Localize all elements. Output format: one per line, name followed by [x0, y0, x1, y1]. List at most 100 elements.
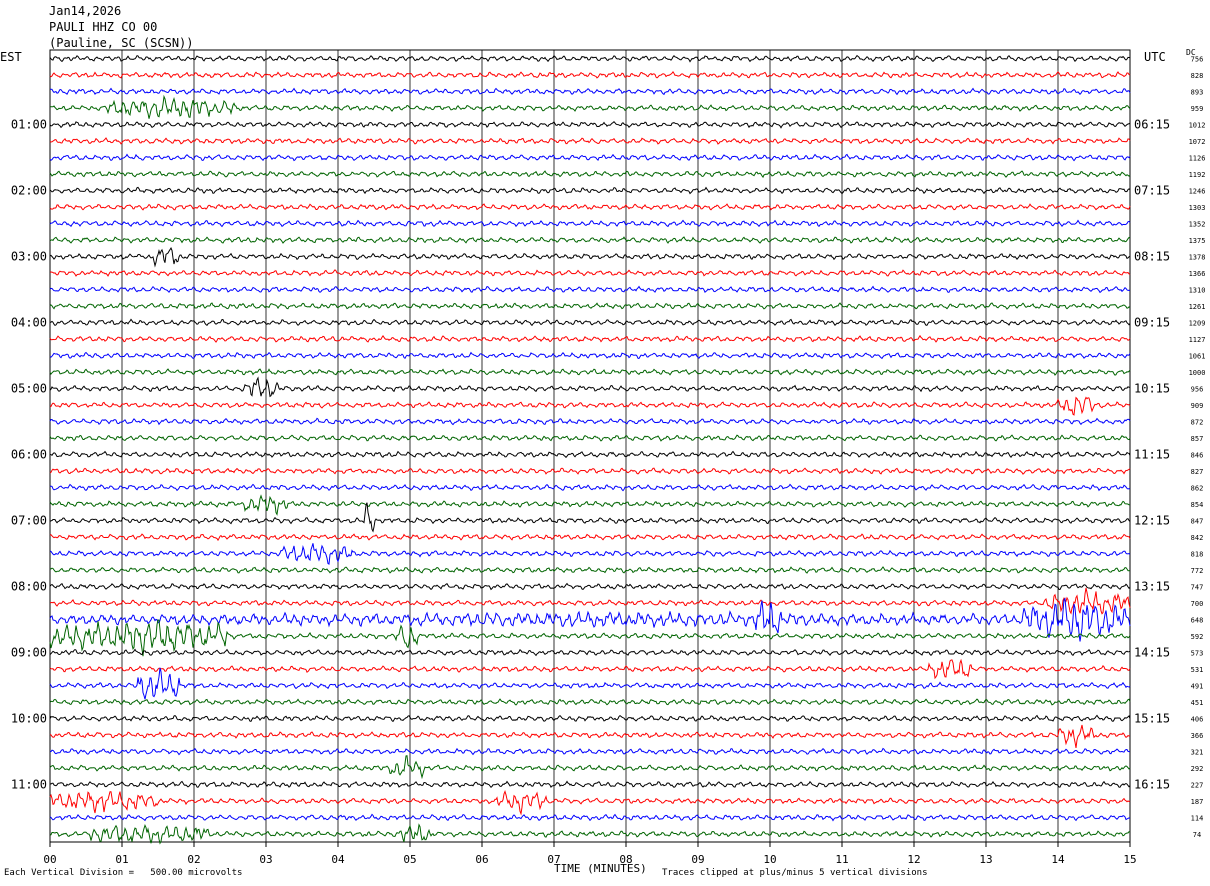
trace-row-47 [49, 823, 1131, 845]
trace-row-7 [49, 170, 1131, 179]
trace-row-30 [49, 543, 1131, 565]
trace-row-41 [49, 724, 1130, 748]
plot-frame [49, 49, 1131, 843]
trace-row-39 [49, 698, 1131, 706]
trace-row-42 [49, 747, 1131, 756]
trace-row-12 [49, 247, 1131, 268]
trace-row-28 [49, 502, 1131, 533]
x-axis-label: TIME (MINUTES) [554, 862, 647, 875]
utc-hour-label: 06:15 [1134, 118, 1170, 132]
dc-offset-label: 847 [1191, 518, 1204, 526]
dc-offset-label: 1000 [1189, 369, 1206, 377]
trace-row-26 [49, 483, 1131, 492]
trace-row-3 [49, 94, 1131, 119]
trace-row-35 [49, 619, 1131, 657]
x-tick-label: 03 [259, 853, 272, 866]
est-hour-label: 02:00 [11, 184, 47, 198]
trace-row-18 [49, 351, 1131, 360]
x-tick-label: 07 [547, 853, 560, 866]
x-tick-label: 04 [331, 853, 345, 866]
dc-offset-label: 756 [1191, 56, 1204, 64]
dc-offset-label: 893 [1191, 89, 1204, 97]
dc-offset-label: 1375 [1189, 237, 1206, 245]
est-hour-label: 11:00 [11, 778, 47, 792]
x-tick-label: 06 [475, 853, 488, 866]
trace-row-27 [49, 494, 1131, 516]
trace-row-9 [49, 203, 1131, 211]
x-tick-label: 14 [1051, 853, 1065, 866]
dc-offset-label: 1072 [1189, 138, 1206, 146]
dc-offset-label: 827 [1191, 468, 1204, 476]
trace-row-46 [49, 813, 1131, 822]
utc-hour-label: 11:15 [1134, 448, 1170, 462]
est-hour-label: 06:00 [11, 448, 47, 462]
trace-row-2 [49, 87, 1131, 96]
dc-offset-label: 227 [1191, 782, 1204, 790]
dc-offset-label: 573 [1191, 650, 1204, 658]
est-hour-label: 01:00 [11, 118, 47, 132]
dc-offset-label: 818 [1191, 551, 1204, 559]
dc-offset-label: 592 [1191, 633, 1204, 641]
trace-row-16 [50, 318, 1131, 327]
trace-row-22 [49, 417, 1131, 426]
x-tick-label: 10 [763, 853, 776, 866]
utc-hour-label: 10:15 [1134, 382, 1170, 396]
clip-note: Traces clipped at plus/minus 5 vertical … [662, 868, 928, 878]
station-location: (Pauline, SC (SCSN)) [49, 36, 194, 50]
x-tick-label: 11 [835, 853, 848, 866]
dc-offset-label: 1246 [1189, 188, 1206, 196]
left-timezone-label: EST [0, 50, 22, 64]
dc-offset-label: 700 [1191, 600, 1204, 608]
x-tick-label: 09 [691, 853, 704, 866]
dc-offset-header: DC [1186, 48, 1196, 57]
trace-row-10 [49, 219, 1131, 228]
trace-row-40 [49, 714, 1131, 723]
trace-row-31 [49, 566, 1131, 574]
trace-row-43 [49, 755, 1131, 780]
trace-row-32 [49, 582, 1131, 591]
trace-row-20 [49, 376, 1131, 398]
dc-offset-label: 959 [1191, 105, 1204, 113]
utc-hour-label: 13:15 [1134, 580, 1170, 594]
dc-offset-label: 1126 [1189, 155, 1206, 163]
plot-date: Jan14,2026 [49, 4, 122, 18]
est-hour-label: 03:00 [11, 250, 47, 264]
est-hour-label: 09:00 [11, 646, 47, 660]
est-hour-label: 07:00 [11, 514, 47, 528]
dc-offset-label: 1061 [1189, 353, 1206, 361]
trace-row-1 [49, 71, 1131, 79]
trace-row-11 [49, 236, 1131, 244]
utc-hour-label: 15:15 [1134, 712, 1170, 726]
trace-row-29 [49, 533, 1131, 542]
dc-offset-label: 1012 [1189, 122, 1206, 130]
dc-offset-label: 846 [1191, 452, 1204, 460]
trace-row-33 [49, 587, 1131, 615]
trace-row-8 [49, 186, 1131, 195]
trace-row-44 [49, 780, 1131, 789]
trace-row-0 [49, 54, 1131, 63]
trace-row-45 [49, 789, 1131, 816]
utc-hour-label: 07:15 [1134, 184, 1170, 198]
scale-note: Each Vertical Division = 500.00 microvol… [4, 868, 243, 878]
utc-hour-label: 14:15 [1134, 646, 1170, 660]
utc-hour-label: 09:15 [1134, 316, 1170, 330]
dc-offset-label: 862 [1191, 485, 1204, 493]
dc-offset-label: 531 [1191, 666, 1204, 674]
dc-offset-label: 1192 [1189, 171, 1206, 179]
dc-offset-label: 1261 [1189, 303, 1206, 311]
est-hour-label: 10:00 [11, 712, 47, 726]
dc-offset-label: 956 [1191, 386, 1204, 394]
trace-row-14 [49, 285, 1131, 294]
dc-offset-label: 1378 [1189, 254, 1206, 262]
dc-offset-label: 491 [1191, 683, 1204, 691]
dc-offset-label: 114 [1191, 815, 1204, 823]
trace-row-19 [49, 368, 1131, 376]
trace-row-24 [50, 450, 1131, 459]
dc-offset-label: 1303 [1189, 204, 1206, 212]
right-timezone-label: UTC [1144, 50, 1166, 64]
utc-hour-label: 08:15 [1134, 250, 1170, 264]
dc-offset-label: 366 [1191, 732, 1204, 740]
dc-offset-label: 1127 [1189, 336, 1206, 344]
dc-offset-label: 872 [1191, 419, 1204, 427]
